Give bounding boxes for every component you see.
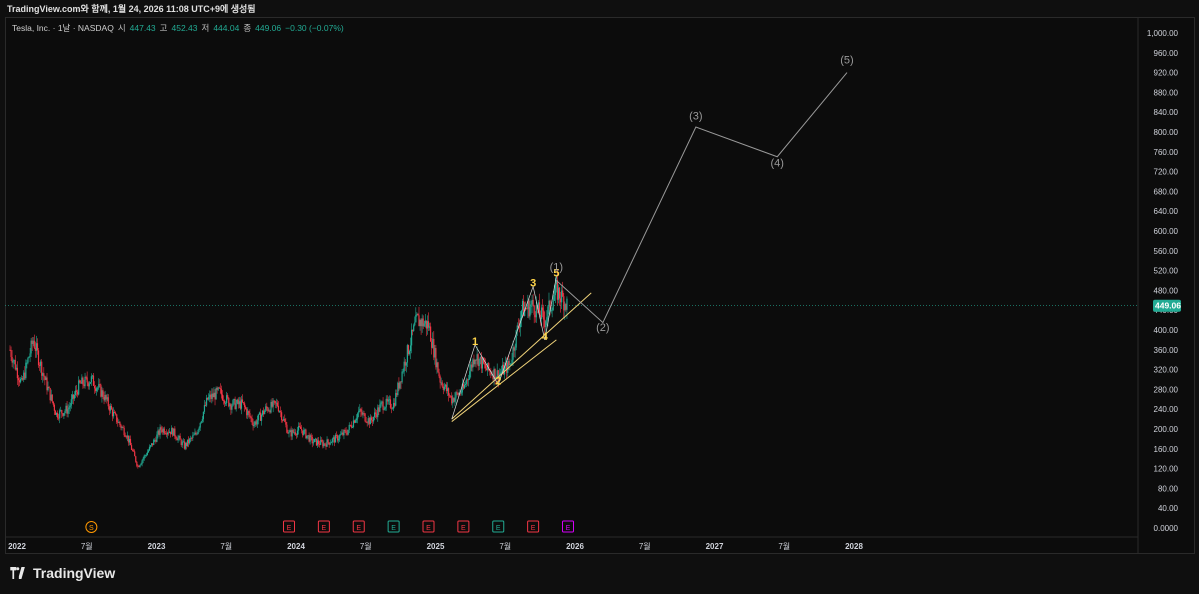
close-value: 449.06 — [255, 23, 282, 33]
brand-name: TradingView — [33, 565, 116, 581]
symbol-name[interactable]: Tesla, Inc. · 1날 · NASDAQ — [12, 23, 114, 33]
change-value: −0.30 (−0.07%) — [285, 23, 344, 33]
open-label: 시 — [117, 23, 126, 33]
chart-panel[interactable] — [5, 17, 1195, 554]
tradingview-logo-icon — [10, 567, 25, 579]
low-value: 444.04 — [213, 23, 240, 33]
close-label: 종 — [243, 23, 252, 33]
open-value: 447.43 — [129, 23, 156, 33]
low-label: 저 — [201, 23, 210, 33]
brand-logo[interactable]: TradingView — [8, 565, 115, 581]
attribution-text: TradingView.com와 함께, 1월 24, 2026 11:08 U… — [7, 4, 256, 14]
high-label: 고 — [159, 23, 168, 33]
high-value: 452.43 — [171, 23, 198, 33]
symbol-legend: Tesla, Inc. · 1날 · NASDAQ 시 447.43 고 452.4… — [12, 22, 344, 34]
